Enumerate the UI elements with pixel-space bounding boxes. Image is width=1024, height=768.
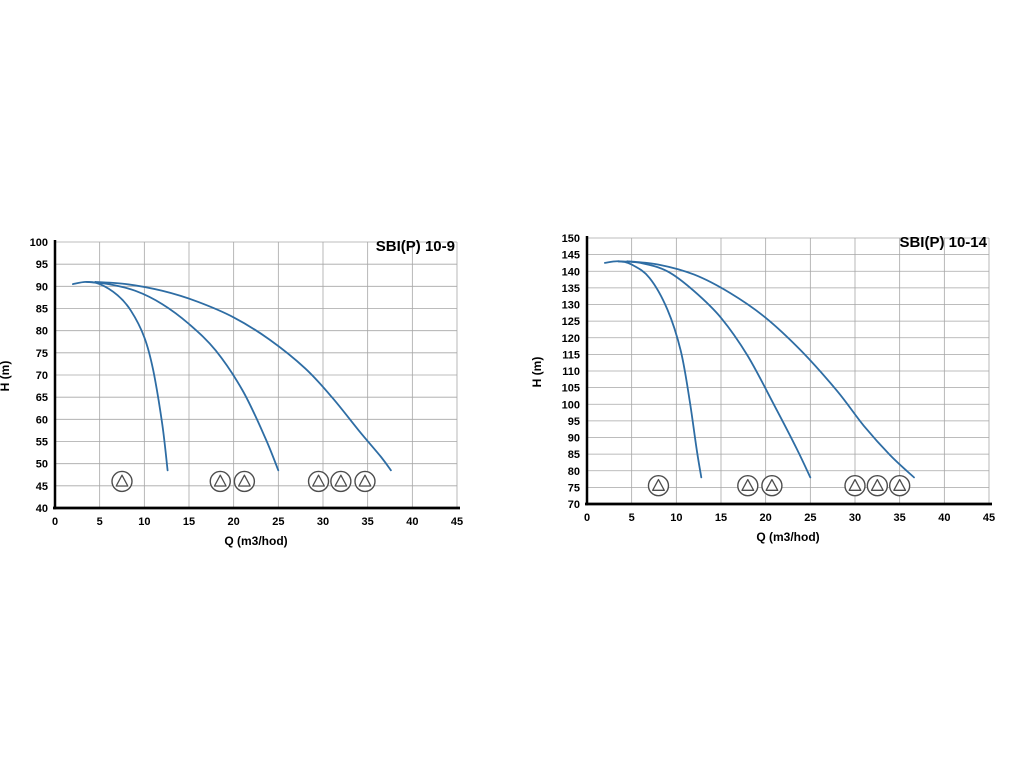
pump-icon	[761, 475, 783, 497]
y-tick-label: 90	[36, 281, 48, 293]
x-tick-label: 30	[317, 516, 329, 528]
y-tick-label: 95	[568, 416, 580, 428]
pump-curve-2-pumps	[617, 260, 812, 479]
chart-title: SBI(P) 10-14	[899, 234, 987, 251]
y-tick-label: 70	[36, 370, 48, 382]
pump-curve-chart-sbi-10-14: 0 5 10 15 20 25 30 35 40 45 70 75 80 85 90 95 100 105 110 1…	[530, 224, 1024, 554]
pump-icon	[888, 475, 911, 497]
y-tick-label: 85	[568, 449, 580, 461]
y-tick-label: 110	[562, 366, 580, 378]
x-tick-label: 30	[849, 512, 861, 524]
x-tick-label: 25	[804, 512, 816, 524]
y-tick-label: 120	[562, 333, 580, 345]
pump-curve-2-pumps	[85, 281, 280, 472]
y-tick-label: 55	[36, 437, 48, 449]
y-tick-label: 100	[562, 399, 580, 411]
y-axis-label: H (m)	[0, 360, 12, 392]
chart-canvas-sbi-10-14: 0 5 10 15 20 25 30 35 40 45 70 75 80 85 90 95 100 105 110 1…	[562, 233, 995, 524]
x-tick-label: 40	[938, 512, 950, 524]
y-tick-label: 85	[36, 304, 48, 316]
x-tick-label: 5	[97, 516, 103, 528]
y-tick-label: 50	[36, 459, 48, 471]
pump-icon	[844, 475, 866, 497]
pump-icon	[354, 470, 376, 493]
pump-icon	[307, 470, 330, 493]
y-tick-label: 80	[568, 466, 580, 478]
pump-icon	[111, 470, 133, 493]
pump-icon	[737, 475, 759, 497]
pump-curve-chart-sbi-10-9: 0 5 10 15 20 25 30 35 40 45 40 45 50 55 60 65 70 75 80 85 90…	[0, 228, 505, 558]
pump-curve-1-pump	[72, 280, 169, 472]
y-tick-label: 75	[568, 482, 580, 494]
y-tick-label: 80	[36, 326, 48, 338]
y-tick-label: 45	[36, 481, 48, 493]
x-axis-label: Q (m3/hod)	[224, 534, 288, 548]
pump-curve-3-pumps	[626, 260, 915, 479]
y-tick-label: 60	[36, 414, 48, 426]
y-tick-label: 135	[562, 283, 580, 295]
chart-title: SBI(P) 10-9	[375, 238, 455, 255]
x-tick-label: 20	[228, 516, 240, 528]
pump-icon	[866, 475, 889, 497]
x-tick-label: 35	[362, 516, 374, 528]
y-tick-label: 150	[562, 233, 580, 245]
y-tick-label: 145	[562, 250, 580, 262]
y-tick-label: 140	[562, 266, 580, 278]
x-tick-label: 0	[584, 512, 590, 524]
y-tick-label: 130	[562, 300, 580, 312]
x-tick-label: 0	[52, 516, 58, 528]
x-tick-label: 20	[760, 512, 772, 524]
x-tick-label: 45	[983, 512, 995, 524]
y-tick-label: 75	[36, 348, 48, 360]
x-axis-label: Q (m3/hod)	[756, 530, 820, 544]
y-tick-label: 40	[36, 503, 48, 515]
x-tick-label: 5	[629, 512, 635, 524]
x-tick-label: 45	[451, 516, 463, 528]
x-tick-label: 40	[406, 516, 418, 528]
pump-icon	[330, 470, 352, 493]
pump-curve-1-pump	[604, 260, 703, 479]
y-tick-label: 125	[562, 316, 580, 328]
y-tick-label: 95	[36, 259, 48, 271]
x-tick-label: 10	[138, 516, 150, 528]
y-tick-label: 90	[568, 433, 580, 445]
x-tick-label: 25	[272, 516, 284, 528]
y-tick-label: 105	[562, 383, 580, 395]
x-tick-label: 10	[670, 512, 682, 524]
y-tick-label: 70	[568, 499, 580, 511]
x-tick-label: 35	[894, 512, 906, 524]
x-tick-label: 15	[183, 516, 195, 528]
y-tick-label: 100	[30, 237, 48, 249]
y-tick-label: 65	[36, 392, 48, 404]
chart-canvas-sbi-10-9: 0 5 10 15 20 25 30 35 40 45 40 45 50 55 60 65 70 75 80 85 90…	[30, 237, 463, 528]
pump-icon	[209, 470, 231, 493]
pump-icon	[233, 470, 256, 493]
y-axis-label: H (m)	[530, 356, 544, 388]
pump-curve-3-pumps	[94, 281, 392, 472]
pump-icon	[647, 475, 670, 497]
x-tick-label: 15	[715, 512, 727, 524]
y-tick-label: 115	[562, 349, 580, 361]
